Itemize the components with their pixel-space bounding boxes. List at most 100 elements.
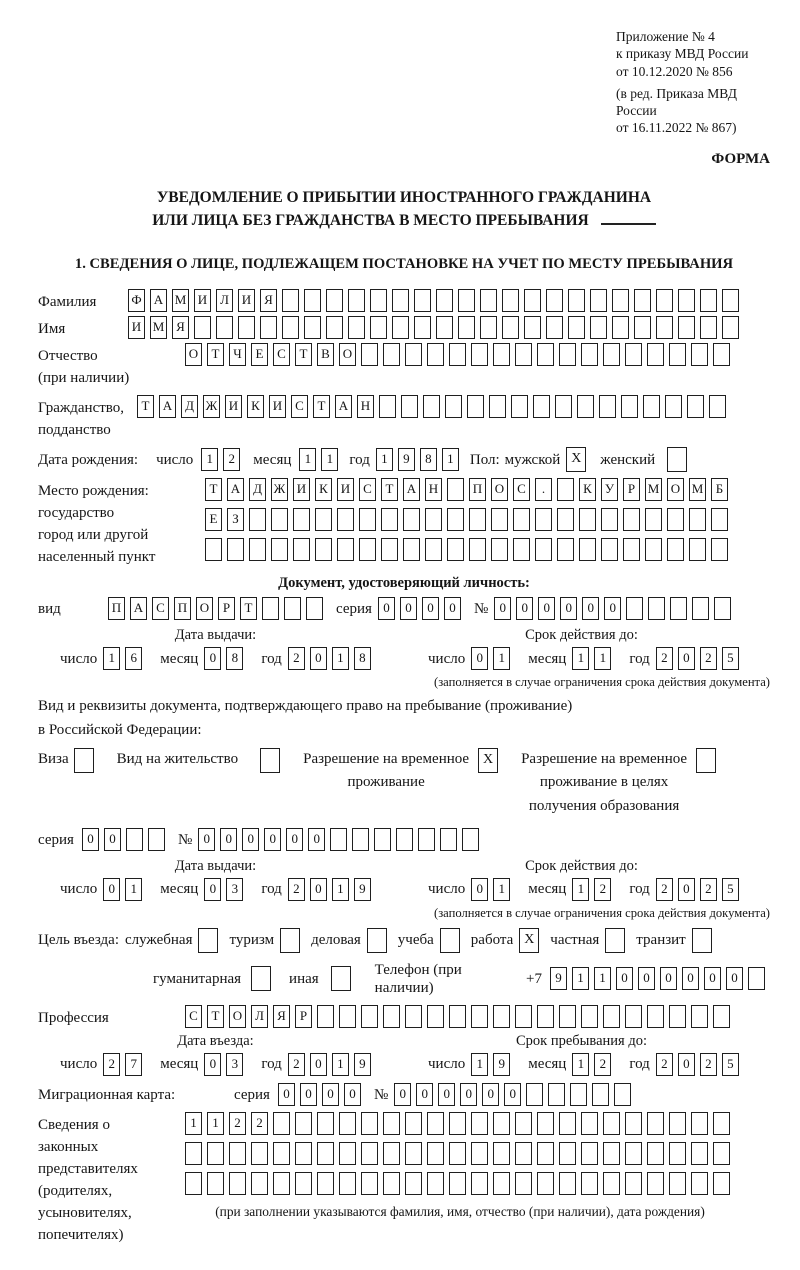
char-cell[interactable] <box>524 316 541 340</box>
char-cell[interactable] <box>480 316 497 340</box>
char-cell[interactable]: 8 <box>353 647 371 671</box>
char-cell[interactable]: 0 <box>582 597 600 621</box>
char-cell[interactable]: 5 <box>721 1052 739 1076</box>
char-cell[interactable] <box>656 289 673 313</box>
char-cell[interactable] <box>603 1004 620 1028</box>
purpose-private-checkbox[interactable] <box>605 927 626 953</box>
char-cell[interactable] <box>535 538 552 562</box>
char-cell[interactable] <box>568 316 585 340</box>
char-cell[interactable] <box>427 1141 444 1165</box>
char-cell[interactable]: А <box>403 478 420 502</box>
char-cell[interactable] <box>260 316 277 340</box>
char-cell[interactable]: 2 <box>655 647 673 671</box>
option-temp-residence-education-checkbox[interactable] <box>696 748 717 774</box>
char-cell[interactable]: 2 <box>594 877 612 901</box>
option-visa-checkbox[interactable] <box>73 748 94 774</box>
char-cell[interactable] <box>238 316 255 340</box>
char-cell[interactable] <box>581 1141 598 1165</box>
char-cell[interactable]: И <box>238 289 255 313</box>
char-cell[interactable] <box>469 538 486 562</box>
char-cell[interactable] <box>458 289 475 313</box>
char-cell[interactable]: 2 <box>699 1052 717 1076</box>
char-cell[interactable]: С <box>291 395 308 419</box>
char-cell[interactable] <box>493 343 510 367</box>
char-cell[interactable] <box>581 1004 598 1028</box>
char-cell[interactable]: Л <box>251 1004 268 1028</box>
char-cell[interactable] <box>491 538 508 562</box>
char-cell[interactable]: К <box>579 478 596 502</box>
char-cell[interactable] <box>469 508 486 532</box>
char-cell[interactable] <box>359 538 376 562</box>
char-cell[interactable] <box>645 538 662 562</box>
char-cell[interactable] <box>678 289 695 313</box>
char-cell[interactable] <box>467 395 484 419</box>
char-cell[interactable] <box>427 1004 444 1028</box>
char-cell[interactable] <box>533 395 550 419</box>
char-cell[interactable] <box>445 395 462 419</box>
char-cell[interactable]: 8 <box>226 647 244 671</box>
char-cell[interactable]: 1 <box>207 1111 224 1135</box>
char-cell[interactable] <box>559 1111 576 1135</box>
char-cell[interactable] <box>493 1171 510 1195</box>
char-cell[interactable]: А <box>159 395 176 419</box>
char-cell[interactable]: 0 <box>516 597 534 621</box>
char-cell[interactable] <box>579 508 596 532</box>
char-cell[interactable] <box>667 508 684 532</box>
char-cell[interactable] <box>557 478 574 502</box>
char-cell[interactable] <box>537 1111 554 1135</box>
char-cell[interactable]: 0 <box>277 1082 295 1106</box>
char-cell[interactable]: 0 <box>616 967 633 991</box>
char-cell[interactable]: 5 <box>721 647 739 671</box>
char-cell[interactable] <box>691 1111 708 1135</box>
char-cell[interactable] <box>691 1141 708 1165</box>
char-cell[interactable] <box>337 508 354 532</box>
purpose-tourism-checkbox[interactable] <box>280 927 301 953</box>
char-cell[interactable] <box>581 1171 598 1195</box>
char-cell[interactable] <box>493 1111 510 1135</box>
char-cell[interactable] <box>317 1111 334 1135</box>
char-cell[interactable]: 2 <box>287 1052 305 1076</box>
char-cell[interactable] <box>405 1004 422 1028</box>
char-cell[interactable]: 0 <box>677 877 695 901</box>
char-cell[interactable] <box>352 827 370 851</box>
char-cell[interactable] <box>147 827 165 851</box>
char-cell[interactable] <box>601 538 618 562</box>
char-cell[interactable] <box>405 1111 422 1135</box>
char-cell[interactable] <box>612 289 629 313</box>
char-cell[interactable]: 8 <box>419 448 437 472</box>
char-cell[interactable] <box>537 1004 554 1028</box>
char-cell[interactable] <box>418 827 436 851</box>
char-cell[interactable]: 0 <box>309 877 327 901</box>
char-cell[interactable] <box>647 1171 664 1195</box>
char-cell[interactable] <box>273 1141 290 1165</box>
char-cell[interactable]: 0 <box>538 597 556 621</box>
char-cell[interactable] <box>691 1004 708 1028</box>
char-cell[interactable] <box>656 316 673 340</box>
char-cell[interactable]: 0 <box>299 1082 317 1106</box>
char-cell[interactable] <box>315 538 332 562</box>
char-cell[interactable] <box>273 1111 290 1135</box>
char-cell[interactable] <box>515 1141 532 1165</box>
char-cell[interactable] <box>722 289 739 313</box>
char-cell[interactable]: 0 <box>682 967 699 991</box>
char-cell[interactable]: 2 <box>699 647 717 671</box>
char-cell[interactable] <box>304 316 321 340</box>
char-cell[interactable] <box>436 316 453 340</box>
char-cell[interactable]: С <box>359 478 376 502</box>
purpose-work-checkbox[interactable]: X <box>519 927 540 953</box>
char-cell[interactable] <box>401 395 418 419</box>
